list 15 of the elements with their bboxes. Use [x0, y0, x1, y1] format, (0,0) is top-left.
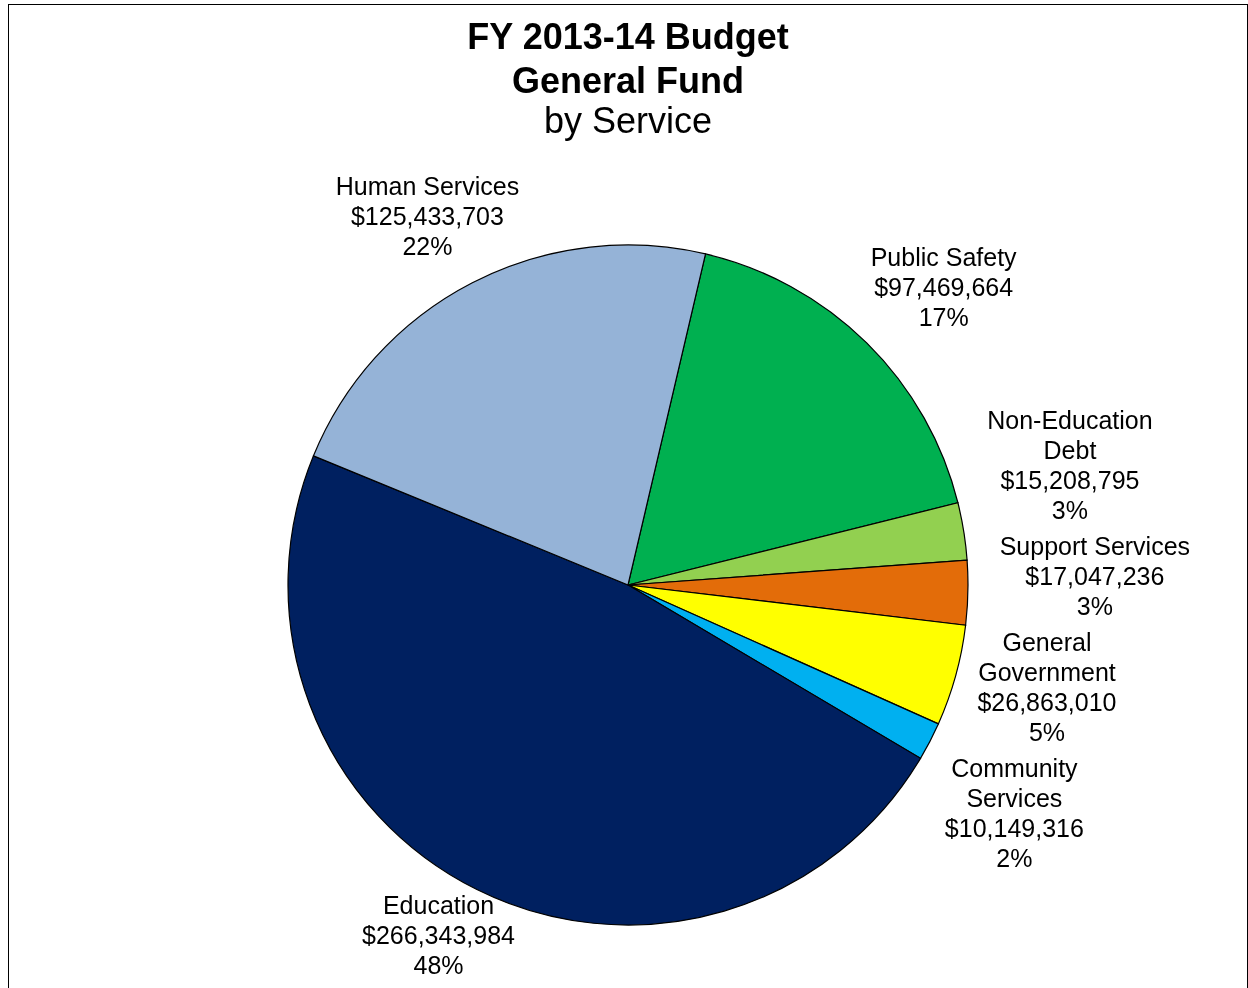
- slice-label: General Government: [978, 628, 1116, 687]
- data-label: $10,149,316 2%: [944, 814, 1084, 873]
- data-label: $266,343,984 48%: [362, 920, 516, 979]
- data-label: $125,433,703 22%: [350, 201, 504, 260]
- data-label: $17,047,236 3%: [1025, 562, 1165, 621]
- slice-label: Education: [382, 890, 495, 919]
- slice-label: Community Services: [951, 754, 1079, 813]
- slice-label: Non-Education Debt: [987, 406, 1153, 465]
- slice-label: Human Services: [335, 171, 520, 200]
- chart-subtitle: by Service: [543, 99, 713, 141]
- data-label: $26,863,010 5%: [977, 688, 1117, 747]
- slice-label: Support Services: [999, 532, 1191, 561]
- data-label: $97,469,664 17%: [874, 273, 1014, 332]
- data-label: $15,208,795 3%: [1000, 466, 1140, 525]
- slice-label: Public Safety: [870, 243, 1018, 272]
